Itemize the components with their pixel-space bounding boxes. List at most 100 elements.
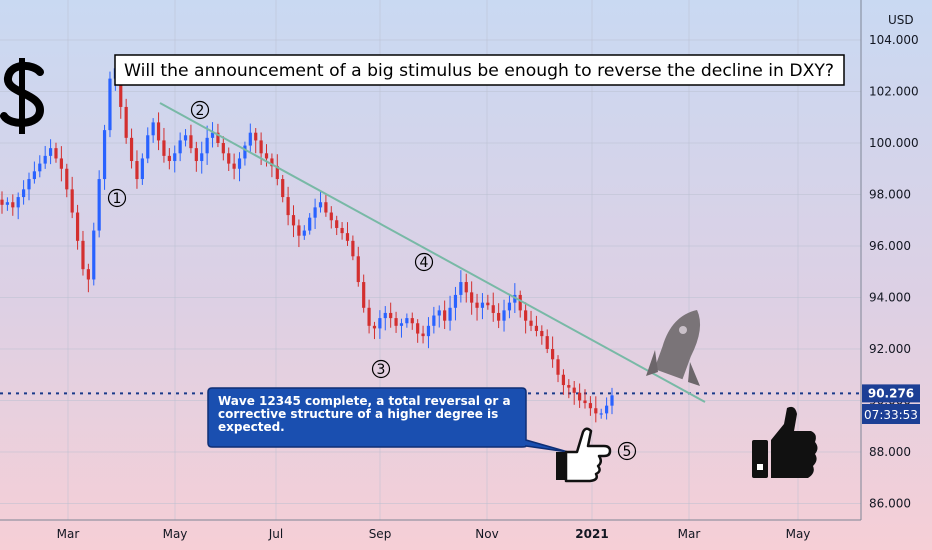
candle-down — [497, 312, 501, 321]
x-tick-label: Nov — [475, 527, 498, 541]
candle-down — [578, 392, 582, 401]
candle-down — [162, 140, 166, 156]
candle-down — [254, 132, 258, 141]
y-tick-label: 96.000 — [869, 239, 911, 253]
candle-down — [367, 307, 371, 326]
y-tick-label: 88.000 — [869, 445, 911, 459]
candle-down — [11, 202, 15, 208]
countdown-text: 07:33:53 — [864, 408, 918, 422]
candle-up — [102, 130, 107, 180]
candle-up — [237, 158, 242, 169]
candle-down — [81, 240, 85, 270]
candle-down — [124, 106, 128, 138]
candle-up — [448, 307, 452, 321]
wave-marker-4: 4 — [414, 252, 434, 272]
candle-down — [475, 302, 479, 308]
candle-up — [399, 323, 404, 326]
candle-up — [383, 312, 387, 319]
candle-up — [432, 315, 436, 326]
candle-down — [470, 292, 474, 303]
wave-marker-2: 2 — [190, 100, 210, 120]
candle-up — [248, 132, 252, 146]
candle-up — [151, 122, 155, 136]
candle-down — [394, 318, 398, 326]
candle-down — [135, 161, 139, 180]
candle-down — [227, 153, 231, 164]
candle-up — [5, 202, 9, 205]
candle-down — [297, 225, 301, 236]
grid-lines — [0, 0, 861, 520]
candle-down — [556, 359, 560, 375]
candle-up — [507, 302, 512, 311]
candle-down — [75, 212, 80, 241]
candle-down — [281, 179, 285, 198]
candle-down — [156, 122, 161, 141]
trend-line — [159, 102, 706, 403]
candle-down — [167, 155, 171, 162]
y-tick-label: 92.000 — [869, 342, 911, 356]
candle-down — [561, 374, 566, 386]
candle-up — [146, 135, 150, 159]
candle-down — [583, 400, 587, 404]
candle-down — [534, 325, 539, 331]
candle-up — [480, 302, 485, 308]
candle-down — [54, 148, 58, 159]
countdown-label: 07:33:53 — [862, 404, 920, 424]
candle-down — [588, 403, 593, 409]
chart-title-box: Will the announcement of a big stimulus … — [114, 54, 845, 86]
pointing-hand-icon — [556, 427, 612, 483]
candle-up — [459, 282, 463, 295]
candle-up — [610, 395, 614, 406]
wave-label-4: 4 — [420, 255, 429, 271]
x-tick-label: Mar — [57, 527, 80, 541]
axis-ticks: 104.000 102.000 100.000 98.000 96.000 94.000 9… — [57, 33, 919, 541]
candle-down — [362, 282, 366, 308]
candle-up — [308, 217, 312, 231]
x-tick-label: May — [786, 527, 811, 541]
candle-down — [356, 256, 360, 283]
candle-down — [421, 333, 425, 337]
wave-label-2: 2 — [196, 103, 205, 119]
wave-label-1: 1 — [113, 191, 122, 207]
candle-up — [210, 132, 215, 138]
last-price-text: 90.276 — [868, 386, 914, 400]
candle-up — [48, 148, 53, 156]
candle-up — [302, 230, 306, 236]
candle-up — [16, 197, 20, 208]
candle-up — [437, 310, 441, 316]
wave-note-text: Wave 12345 complete, a total reversal or… — [218, 394, 515, 434]
candle-up — [27, 179, 31, 190]
wave-label-3: 3 — [377, 362, 386, 378]
candle-down — [389, 312, 393, 319]
candle-down — [216, 132, 220, 143]
wave-note-line-3: expected. — [218, 420, 285, 434]
candle-down — [464, 282, 468, 293]
candle-down — [194, 148, 198, 162]
candle-up — [178, 140, 182, 154]
candle-down — [291, 215, 296, 226]
chart-title: Will the announcement of a big stimulus … — [124, 61, 834, 81]
wave-label-5: 5 — [623, 444, 632, 460]
candle-up — [21, 189, 26, 198]
y-tick-label: 102.000 — [869, 85, 919, 99]
candle-down — [129, 137, 134, 162]
candle-down — [65, 168, 69, 190]
candle-up — [318, 202, 323, 208]
candlestick-series — [0, 62, 614, 423]
candle-up — [243, 145, 247, 159]
candle-down — [0, 199, 4, 205]
candle-down — [540, 330, 544, 337]
y-tick-label: 94.000 — [869, 291, 911, 305]
currency-label: USD — [888, 13, 914, 27]
y-tick-label: 98.000 — [869, 188, 911, 202]
candle-down — [545, 336, 549, 349]
candle-down — [86, 269, 90, 280]
candle-up — [38, 163, 42, 172]
candle-up — [108, 78, 112, 131]
candle-down — [286, 197, 290, 216]
candle-down — [486, 302, 490, 306]
candle-down — [324, 202, 328, 213]
candle-down — [264, 153, 269, 159]
candle-up — [43, 155, 47, 164]
candle-down — [259, 140, 263, 154]
